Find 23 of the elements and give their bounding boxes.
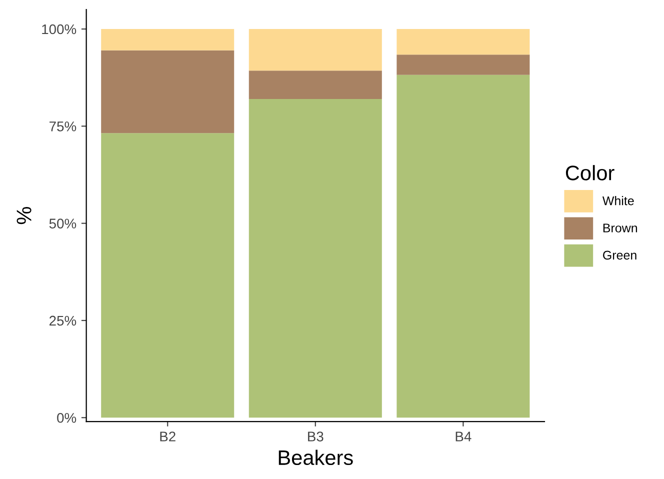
bar [248, 70, 382, 99]
bar [101, 29, 234, 50]
bar [396, 54, 530, 75]
y-tick-label: 25% [50, 316, 76, 326]
bar [396, 29, 530, 55]
x-axis-title: Beakers [278, 450, 353, 466]
legend-label: Green [603, 250, 636, 260]
x-tick-label: B3 [308, 432, 324, 442]
bar [248, 29, 382, 71]
y-tick-label: 50% [49, 218, 76, 228]
y-tick-label: 75% [50, 122, 76, 132]
bar [396, 74, 530, 418]
bar [101, 50, 234, 134]
legend-title: Color [566, 165, 614, 180]
legend-label: Brown [603, 224, 638, 232]
x-tick-label: B2 [160, 432, 176, 442]
y-tick-label: 100% [42, 24, 76, 34]
y-tick-label: 0% [57, 412, 76, 423]
bar [101, 133, 234, 418]
y-axis-title: % [16, 207, 32, 224]
bar [248, 98, 382, 418]
legend-label: White [602, 196, 634, 206]
x-tick-label: B4 [456, 432, 472, 442]
